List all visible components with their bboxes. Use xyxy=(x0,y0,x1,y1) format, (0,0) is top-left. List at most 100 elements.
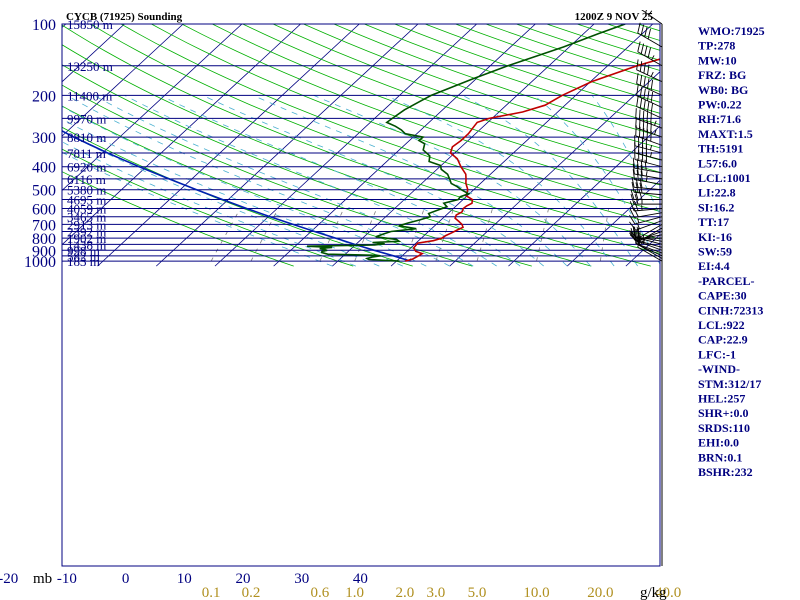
sounding-index-value: CAP:22.9 xyxy=(698,333,748,347)
isotherm-line xyxy=(508,125,660,267)
wind-barb xyxy=(636,243,663,257)
mixing-ratio-tick-label: 2.0 xyxy=(395,585,414,600)
sounding-index-value: EI:4.4 xyxy=(698,259,730,273)
pressure-tick-label: 400 xyxy=(32,160,56,177)
wind-barb-flag xyxy=(650,92,654,103)
dry-adiabat xyxy=(272,24,660,161)
wind-barb xyxy=(634,152,663,161)
wind-barb-flag xyxy=(631,176,635,188)
mixing-ratio-tick-label: 10.0 xyxy=(523,585,549,600)
wind-barb xyxy=(637,223,663,239)
wind-barb-half-flag xyxy=(650,71,654,77)
height-label: 2913 m xyxy=(67,217,106,232)
wind-barb-flag xyxy=(642,110,645,122)
height-label: 582 m xyxy=(67,249,100,264)
wind-barb-half-flag xyxy=(649,152,653,158)
wind-barb-flag xyxy=(632,169,635,180)
mixing-ratio-unit-label: g/kg xyxy=(640,585,667,600)
height-label: 3465 m xyxy=(67,210,106,225)
moist-adiabat xyxy=(62,118,403,267)
moist-adiabat xyxy=(462,95,638,267)
wind-barb-flag xyxy=(638,189,643,200)
pressure-tick-label: 900 xyxy=(32,243,56,260)
temperature-tick-label: -10 xyxy=(57,571,77,587)
wind-barb-flag xyxy=(638,126,641,138)
temperature-tick-label: -20 xyxy=(0,571,18,587)
wind-barb xyxy=(635,231,663,242)
sounding-index-value: CINH:72313 xyxy=(698,303,763,317)
temperature-tick-label: 20 xyxy=(236,571,251,587)
wind-barb-flag xyxy=(632,157,635,169)
temperature-tick-label: 40 xyxy=(353,571,368,587)
wind-barb xyxy=(634,216,663,225)
dry-adiabat xyxy=(546,24,660,61)
mixing-ratio-tick-label: 0.6 xyxy=(311,585,330,600)
wind-barb-flag xyxy=(650,113,652,125)
moist-adiabat xyxy=(62,151,333,267)
mixing-ratio-tick-label: 20.0 xyxy=(587,585,613,600)
pressure-tick-label: 500 xyxy=(32,183,56,200)
moist-adiabat xyxy=(66,95,450,267)
sounding-index-value: WB0: BG xyxy=(698,83,748,97)
wind-barb-flag xyxy=(629,201,635,212)
wind-barb-flag xyxy=(635,177,639,188)
wind-barb-flag xyxy=(632,163,635,175)
dry-adiabat xyxy=(62,148,354,267)
wind-barb-flag xyxy=(644,26,648,38)
wind-barb xyxy=(636,83,663,96)
wind-barb-flag xyxy=(642,128,645,139)
wind-barb-flag xyxy=(640,164,643,176)
sounding-index-value: PW:0.22 xyxy=(698,98,742,112)
isotherm-line xyxy=(449,71,660,267)
moist-adiabat xyxy=(62,105,427,267)
wind-barb-flag xyxy=(629,221,637,231)
pressure-unit-label: mb xyxy=(33,571,52,587)
moist-adiabat xyxy=(93,95,474,267)
wind-barb xyxy=(634,212,663,219)
wind-barb-flag xyxy=(634,189,639,200)
wind-barb-flag xyxy=(646,112,649,123)
dry-adiabat xyxy=(120,24,660,226)
sounding-index-value: STM:312/17 xyxy=(698,377,761,391)
pressure-tick-label: 1000 xyxy=(24,254,56,271)
isotherm-line xyxy=(0,24,7,266)
sounding-index-value: EHI:0.0 xyxy=(698,436,739,450)
dry-adiabat xyxy=(303,24,660,149)
wind-barb-half-flag xyxy=(649,144,653,151)
height-label: 4059 m xyxy=(67,201,106,216)
pressure-tick-label: 600 xyxy=(32,201,56,218)
wind-barb-flag xyxy=(647,28,651,40)
mixing-ratio-tick-label: 3.0 xyxy=(427,585,446,600)
wind-barb xyxy=(634,191,663,196)
wind-barb xyxy=(634,173,663,180)
parcel-trace-line xyxy=(62,129,411,262)
wind-barb-flag xyxy=(630,189,635,200)
moist-adiabat xyxy=(160,95,521,267)
wind-barb xyxy=(634,159,663,168)
height-label: 5380 m xyxy=(67,183,106,198)
dry-adiabat xyxy=(364,24,660,126)
wind-barb xyxy=(636,106,663,119)
height-label: 998 m xyxy=(67,243,100,258)
sounding-index-value: LFC:-1 xyxy=(698,347,736,361)
wind-barb xyxy=(637,32,663,48)
wind-barb-flag xyxy=(635,230,637,241)
wind-barb xyxy=(635,243,663,254)
wind-barb-flag xyxy=(636,169,639,181)
plot-frame xyxy=(61,23,661,567)
wind-barb-flag xyxy=(640,24,645,36)
wind-barb-flag xyxy=(643,99,646,110)
pressure-tick-label: 300 xyxy=(32,130,56,147)
wind-barb xyxy=(634,145,663,154)
wind-barb-flag xyxy=(646,129,649,140)
wind-barb-flag xyxy=(635,108,637,119)
wind-barb-flag xyxy=(629,234,639,243)
wind-barb-flag xyxy=(644,45,648,56)
dry-adiabat xyxy=(62,171,294,267)
mixing-ratio-line xyxy=(668,208,672,261)
wind-barb xyxy=(636,95,663,108)
wind-barb-flag xyxy=(633,207,639,218)
station-title: CYCB (71925) Sounding xyxy=(66,11,183,23)
